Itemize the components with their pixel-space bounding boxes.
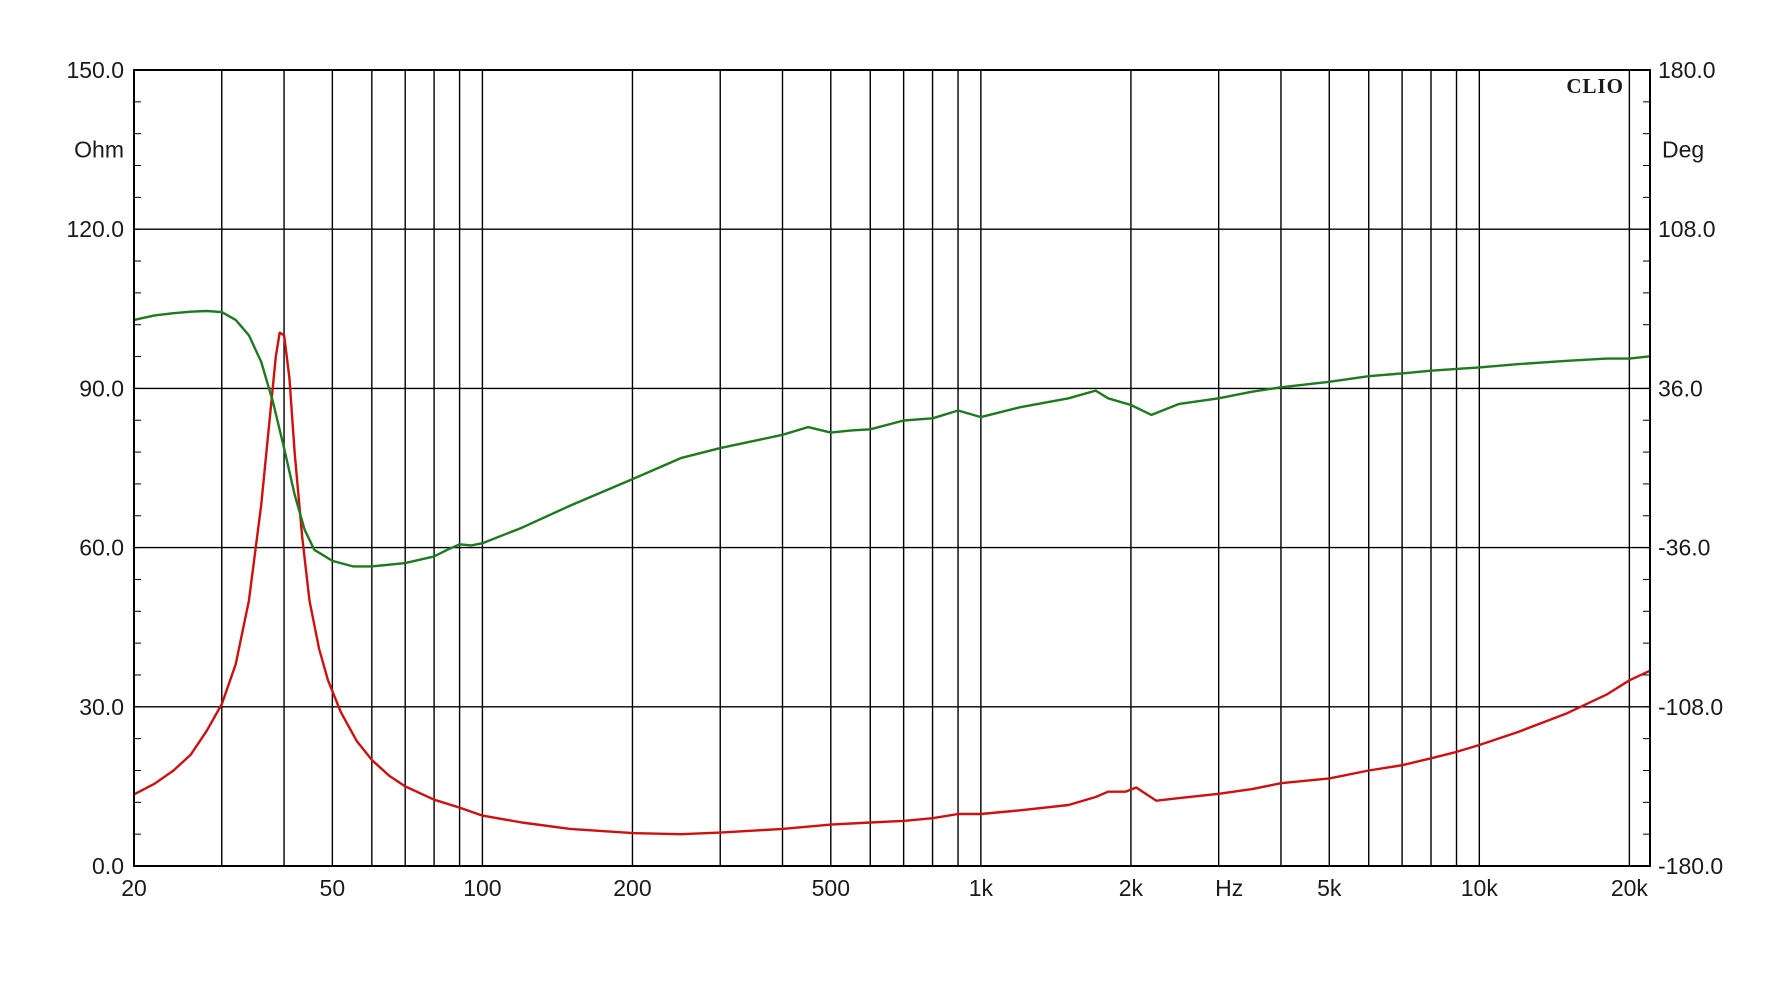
series-line-right	[133, 309, 1651, 568]
x-tick-label: 20	[121, 875, 147, 901]
x-tick-label: 1k	[969, 875, 994, 901]
label-layer: CLIO Ohm Deg Hz 20 50 100 200 500 1k 2k 5k 10k 20…	[66, 57, 1723, 901]
series-layer	[133, 309, 1651, 836]
x-tick-label: 2k	[1119, 875, 1144, 901]
y-left-tick-label: 120.0	[66, 216, 124, 242]
plot-frame	[133, 69, 1651, 867]
series-line-left	[133, 331, 1651, 836]
y-right-tick-label: -108.0	[1658, 694, 1723, 720]
y-right-tick-label: -180.0	[1658, 853, 1723, 879]
x-tick-label: 100	[463, 875, 501, 901]
y-right-tick-label: 180.0	[1658, 57, 1716, 83]
y-left-tick-label: 150.0	[66, 57, 124, 83]
x-tick-label: 50	[320, 875, 346, 901]
y-left-tick-label: 0.0	[92, 853, 124, 879]
y-right-tick-label: -36.0	[1658, 535, 1710, 561]
y-right-unit-label: Deg	[1662, 137, 1704, 163]
x-unit-label: Hz	[1215, 875, 1243, 901]
y-right-tick-label: 108.0	[1658, 216, 1716, 242]
x-tick-label: 200	[613, 875, 651, 901]
y-left-unit-label: Ohm	[74, 137, 124, 163]
x-tick-label: 10k	[1461, 875, 1499, 901]
y-left-tick-label: 30.0	[79, 694, 124, 720]
x-tick-label: 5k	[1317, 875, 1342, 901]
x-tick-label: 500	[812, 875, 850, 901]
y-left-tick-label: 90.0	[79, 375, 124, 401]
y-left-tick-label: 60.0	[79, 535, 124, 561]
x-tick-label: 20k	[1611, 875, 1649, 901]
y-right-tick-label: 36.0	[1658, 375, 1703, 401]
brand-label: CLIO	[1566, 74, 1624, 98]
